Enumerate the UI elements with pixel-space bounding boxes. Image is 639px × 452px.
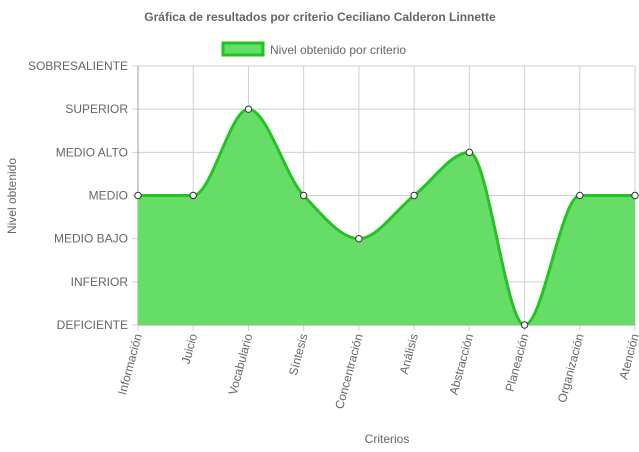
- x-tick-label: Atención: [616, 332, 639, 381]
- x-tick-label: Organización: [555, 332, 587, 404]
- y-tick-label: MEDIO ALTO: [56, 145, 128, 159]
- x-tick-label: Vocabulario: [226, 332, 256, 397]
- x-axis-ticks: Información Juicio Vocabulario Síntesis Conc…: [115, 332, 639, 411]
- data-point[interactable]: [299, 191, 308, 200]
- data-point[interactable]: [244, 105, 253, 113]
- y-tick-label: DEFICIENTE: [57, 318, 128, 332]
- x-tick-label: Juicio: [179, 332, 201, 366]
- y-tick-label: SOBRESALIENTE: [28, 59, 128, 73]
- y-tick-label: SUPERIOR: [65, 102, 128, 116]
- y-tick-label: MEDIO: [89, 189, 128, 203]
- data-point[interactable]: [355, 234, 363, 243]
- chart-title: Gráfica de resultados por criterio Cecil…: [144, 10, 496, 24]
- legend[interactable]: Nivel obtenido por criterio: [221, 41, 406, 57]
- y-axis-ticks: DEFICIENTE INFERIOR MEDIO BAJO MEDIO MEDIO A…: [28, 59, 128, 332]
- data-point[interactable]: [631, 191, 639, 200]
- x-tick-label: Análisis: [397, 332, 421, 376]
- series-line: [138, 107, 635, 327]
- series-area: [138, 109, 635, 326]
- y-axis-title: Nivel obtenido: [5, 158, 19, 234]
- data-points: [134, 105, 639, 329]
- plot-area: [138, 107, 635, 327]
- data-point[interactable]: [410, 191, 418, 200]
- legend-label: Nivel obtenido por criterio: [270, 43, 406, 57]
- x-tick-label: Información: [115, 332, 145, 396]
- data-point[interactable]: [134, 191, 142, 200]
- data-point[interactable]: [576, 191, 584, 200]
- x-tick-label: Concentración: [332, 332, 366, 410]
- y-tick-label: MEDIO BAJO: [54, 232, 128, 246]
- x-tick-label: Planeación: [503, 332, 532, 393]
- data-point[interactable]: [520, 321, 529, 329]
- x-tick-label: Abstracción: [446, 332, 476, 396]
- x-tick-label: Síntesis: [286, 332, 311, 377]
- data-point[interactable]: [189, 191, 197, 200]
- y-tick-label: INFERIOR: [71, 275, 129, 289]
- legend-swatch: [221, 41, 265, 57]
- x-axis-title: Criterios: [365, 432, 410, 446]
- data-point[interactable]: [465, 148, 474, 157]
